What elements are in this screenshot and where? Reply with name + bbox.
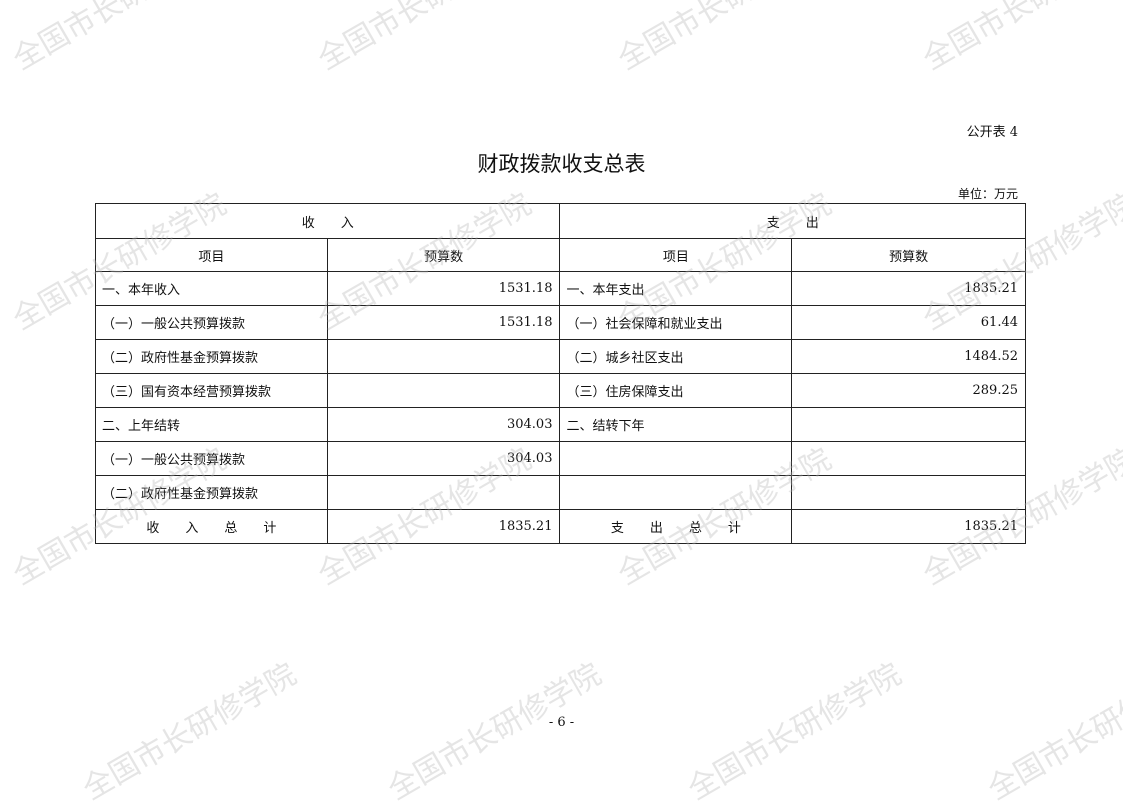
- page-number: - 6 -: [548, 715, 575, 730]
- income-value: 1531.18: [326, 271, 561, 306]
- expense-value: 1484.52: [791, 339, 1026, 374]
- table-row: （二）政府性基金预算拨款: [95, 475, 1026, 510]
- table-row: （三）国有资本经营预算拨款 （三）住房保障支出 289.25: [95, 373, 1026, 408]
- watermark: 全国市长研修学院: [312, 0, 538, 78]
- expense-value: 61.44: [791, 305, 1026, 340]
- income-value: 1531.18: [326, 305, 561, 340]
- expense-item: 二、结转下年: [559, 407, 793, 442]
- watermark: 全国市长研修学院: [612, 0, 838, 78]
- page-title: 财政拨款收支总表: [477, 152, 646, 176]
- table-row: （二）政府性基金预算拨款 （二）城乡社区支出 1484.52: [95, 339, 1026, 374]
- income-total-value: 1835.21: [326, 509, 561, 544]
- income-item: （三）国有资本经营预算拨款: [95, 373, 328, 408]
- table-row: （一）一般公共预算拨款 304.03: [95, 441, 1026, 476]
- expense-value: 289.25: [791, 373, 1026, 408]
- expense-item: [559, 441, 793, 476]
- income-value: [326, 339, 561, 374]
- income-value: 304.03: [326, 441, 561, 476]
- watermark: 全国市长研修学院: [7, 0, 233, 78]
- income-value: [326, 475, 561, 510]
- expense-total-label: 支 出 总 计: [559, 509, 793, 544]
- income-item: 二、上年结转: [95, 407, 328, 442]
- income-item: （二）政府性基金预算拨款: [95, 339, 328, 374]
- income-item: （二）政府性基金预算拨款: [95, 475, 328, 510]
- expense-value: [791, 475, 1026, 510]
- watermark: 全国市长研修学院: [917, 0, 1123, 78]
- expense-total-value: 1835.21: [791, 509, 1026, 544]
- expense-item: （三）住房保障支出: [559, 373, 793, 408]
- expense-value: 1835.21: [791, 271, 1026, 306]
- column-header: 项目: [559, 238, 793, 272]
- table-row: 一、本年收入 1531.18 一、本年支出 1835.21: [95, 271, 1026, 306]
- expense-item: （一）社会保障和就业支出: [559, 305, 793, 340]
- expense-item: 一、本年支出: [559, 271, 793, 306]
- income-total-label: 收 入 总 计: [95, 509, 328, 544]
- income-item: 一、本年收入: [95, 271, 328, 306]
- expense-value: [791, 441, 1026, 476]
- expense-value: [791, 407, 1026, 442]
- column-header: 项目: [95, 238, 328, 272]
- expense-header: 支 出: [559, 203, 1026, 239]
- income-item: （一）一般公共预算拨款: [95, 441, 328, 476]
- table-row: （一）一般公共预算拨款 1531.18 （一）社会保障和就业支出 61.44: [95, 305, 1026, 340]
- unit-label: 单位：万元: [957, 187, 1018, 201]
- budget-table: 收 入 支 出 项目 预算数 项目 预算数 一、本年收入 1531.18 一、本年支…: [94, 203, 1026, 544]
- column-header: 预算数: [791, 238, 1026, 272]
- table-tag: 公开表 4: [966, 125, 1018, 140]
- income-value: [326, 373, 561, 408]
- expense-item: [559, 475, 793, 510]
- column-header: 预算数: [326, 238, 561, 272]
- income-value: 304.03: [326, 407, 561, 442]
- income-header: 收 入: [94, 203, 561, 239]
- expense-item: （二）城乡社区支出: [559, 339, 793, 374]
- table-row: 二、上年结转 304.03 二、结转下年: [95, 407, 1026, 442]
- income-item: （一）一般公共预算拨款: [95, 305, 328, 340]
